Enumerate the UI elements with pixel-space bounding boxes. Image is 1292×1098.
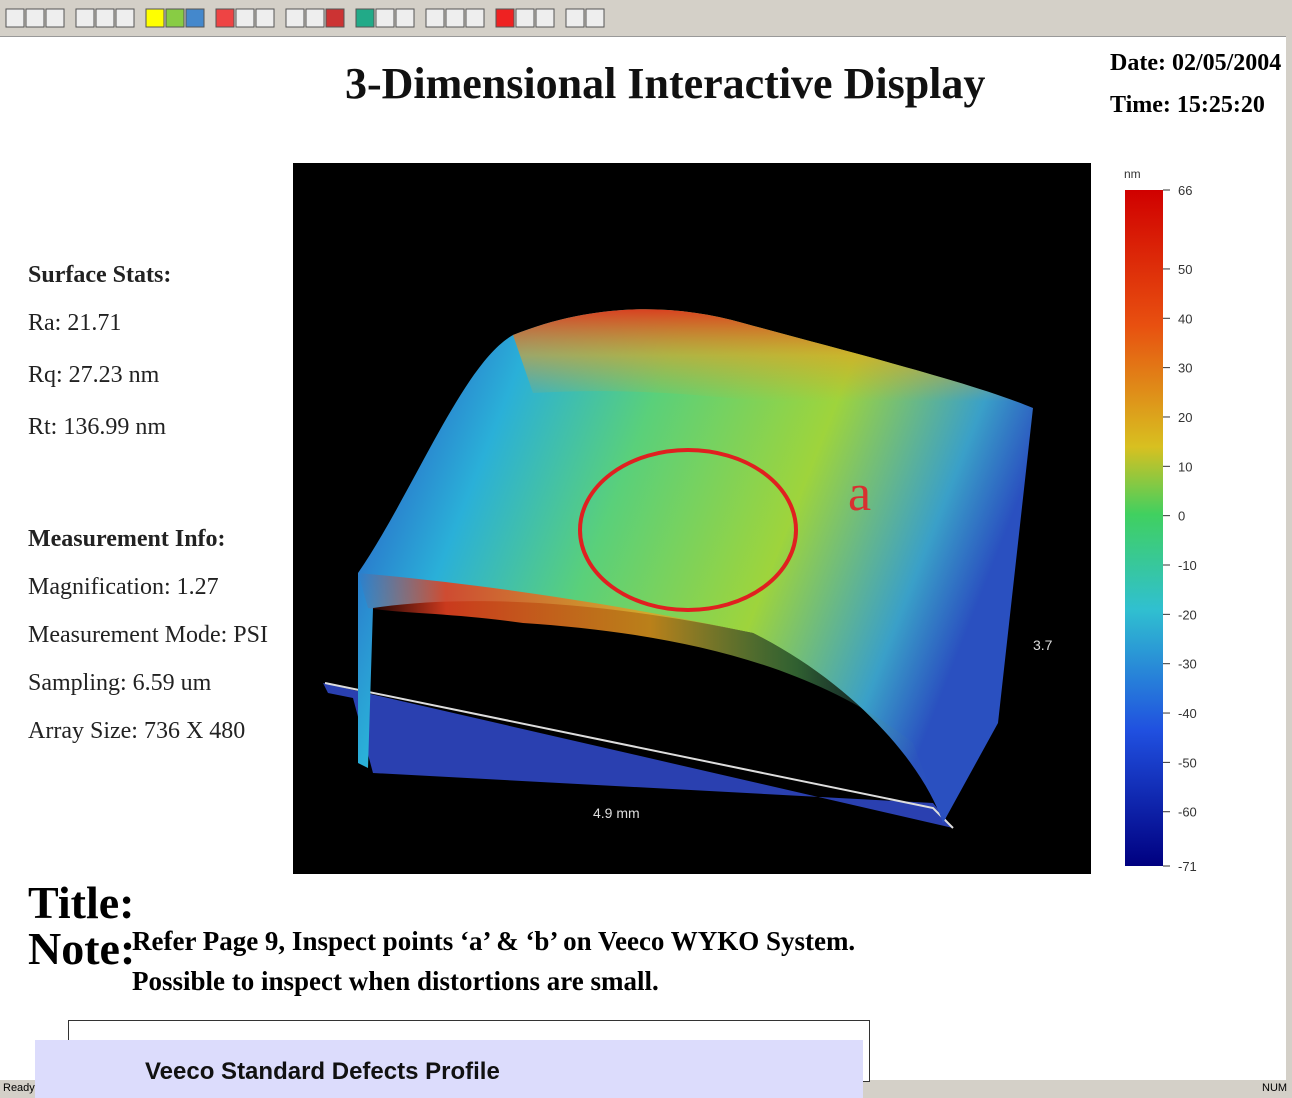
- stat: Ra: 21.71: [28, 310, 121, 337]
- toolbar-button: [426, 9, 444, 27]
- toolbar-button: [46, 9, 64, 27]
- stats-heading: Surface Stats:: [28, 262, 171, 289]
- toolbar-button: [376, 9, 394, 27]
- caption: Veeco Standard Defects Profile: [145, 1058, 500, 1086]
- toolbar-button: [6, 9, 24, 27]
- colorbar-unit: nm: [1124, 167, 1141, 181]
- note-line: Refer Page 9, Inspect points ‘a’ & ‘b’ o…: [132, 926, 855, 957]
- toolbar-button: [256, 9, 274, 27]
- toolbar-button: [76, 9, 94, 27]
- colorbar-tick-label: 0: [1178, 509, 1185, 524]
- info: Array Size: 736 X 480: [28, 718, 245, 745]
- colorbar-tick-label: 66: [1178, 183, 1192, 198]
- colorbar-tick-label: 50: [1178, 262, 1192, 277]
- toolbar-button: [466, 9, 484, 27]
- stat: Rq: 27.23 nm: [28, 362, 159, 389]
- toolbar-button: [186, 9, 204, 27]
- toolbar-button: [446, 9, 464, 27]
- colorbar-tick-label: -60: [1178, 805, 1197, 820]
- toolbar-button: [116, 9, 134, 27]
- toolbar-button: [586, 9, 604, 27]
- toolbar-button: [516, 9, 534, 27]
- date: Date: 02/05/2004: [1110, 50, 1281, 77]
- info: Sampling: 6.59 um: [28, 670, 211, 697]
- surface-plot: a 3.7 4.9 mm: [293, 163, 1091, 874]
- colorbar-gradient: [1125, 190, 1163, 866]
- info-heading: Measurement Info:: [28, 526, 226, 553]
- toolbar-button: [216, 9, 234, 27]
- window-edge: [1286, 36, 1292, 1080]
- annotation: a: [848, 465, 871, 522]
- colorbar: nm 66 50 40 30 20 10 0 -10 -20 -30 -40 -50 -60 -71: [1110, 160, 1286, 890]
- colorbar-tick-label: 30: [1178, 361, 1192, 376]
- colorbar-tick-label: -40: [1178, 706, 1197, 721]
- toolbar-button: [496, 9, 514, 27]
- toolbar-button: [356, 9, 374, 27]
- toolbar-button: [166, 9, 184, 27]
- toolbar-button: [326, 9, 344, 27]
- toolbar-button: [286, 9, 304, 27]
- toolbar-button: [26, 9, 44, 27]
- toolbar-button: [536, 9, 554, 27]
- page: 3-Dimensional Interactive Display Date: …: [0, 0, 1292, 1098]
- note-line: Possible to inspect when distortions are…: [132, 966, 659, 997]
- date-clip: Date: 02/05/2004 Time: 15:25:20: [1110, 48, 1286, 138]
- colorbar-tick-label: -30: [1178, 657, 1197, 672]
- toolbar-button: [306, 9, 324, 27]
- caption-box: Veeco Standard Defects Profile: [35, 1040, 863, 1098]
- colorbar-tick-label: -71: [1178, 859, 1197, 874]
- x-label: 4.9 mm: [593, 805, 640, 821]
- toolbar: [0, 0, 1292, 37]
- toolbar-button: [566, 9, 584, 27]
- toolbar-button: [96, 9, 114, 27]
- y-label: 3.7: [1033, 637, 1053, 653]
- colorbar-tick-label: -20: [1178, 607, 1197, 622]
- toolbar-button: [146, 9, 164, 27]
- colorbar-tick-label: 40: [1178, 311, 1192, 326]
- time: Time: 15:25:20: [1110, 92, 1265, 119]
- colorbar-tick-label: 20: [1178, 410, 1192, 425]
- toolbar-button: [396, 9, 414, 27]
- note-label: Note:: [28, 922, 135, 975]
- toolbar-button: [236, 9, 254, 27]
- page-title: 3-Dimensional Interactive Display: [345, 58, 985, 109]
- colorbar-tick-label: -50: [1178, 755, 1197, 770]
- status-indicator: NUM: [1262, 1082, 1290, 1094]
- toolbar-icons: [0, 0, 1292, 36]
- info: Magnification: 1.27: [28, 574, 219, 601]
- status-text: Ready: [3, 1082, 35, 1094]
- info: Measurement Mode: PSI: [28, 622, 268, 649]
- colorbar-tick-label: -10: [1178, 558, 1197, 573]
- stat: Rt: 136.99 nm: [28, 414, 166, 441]
- colorbar-tick-label: 10: [1178, 459, 1192, 474]
